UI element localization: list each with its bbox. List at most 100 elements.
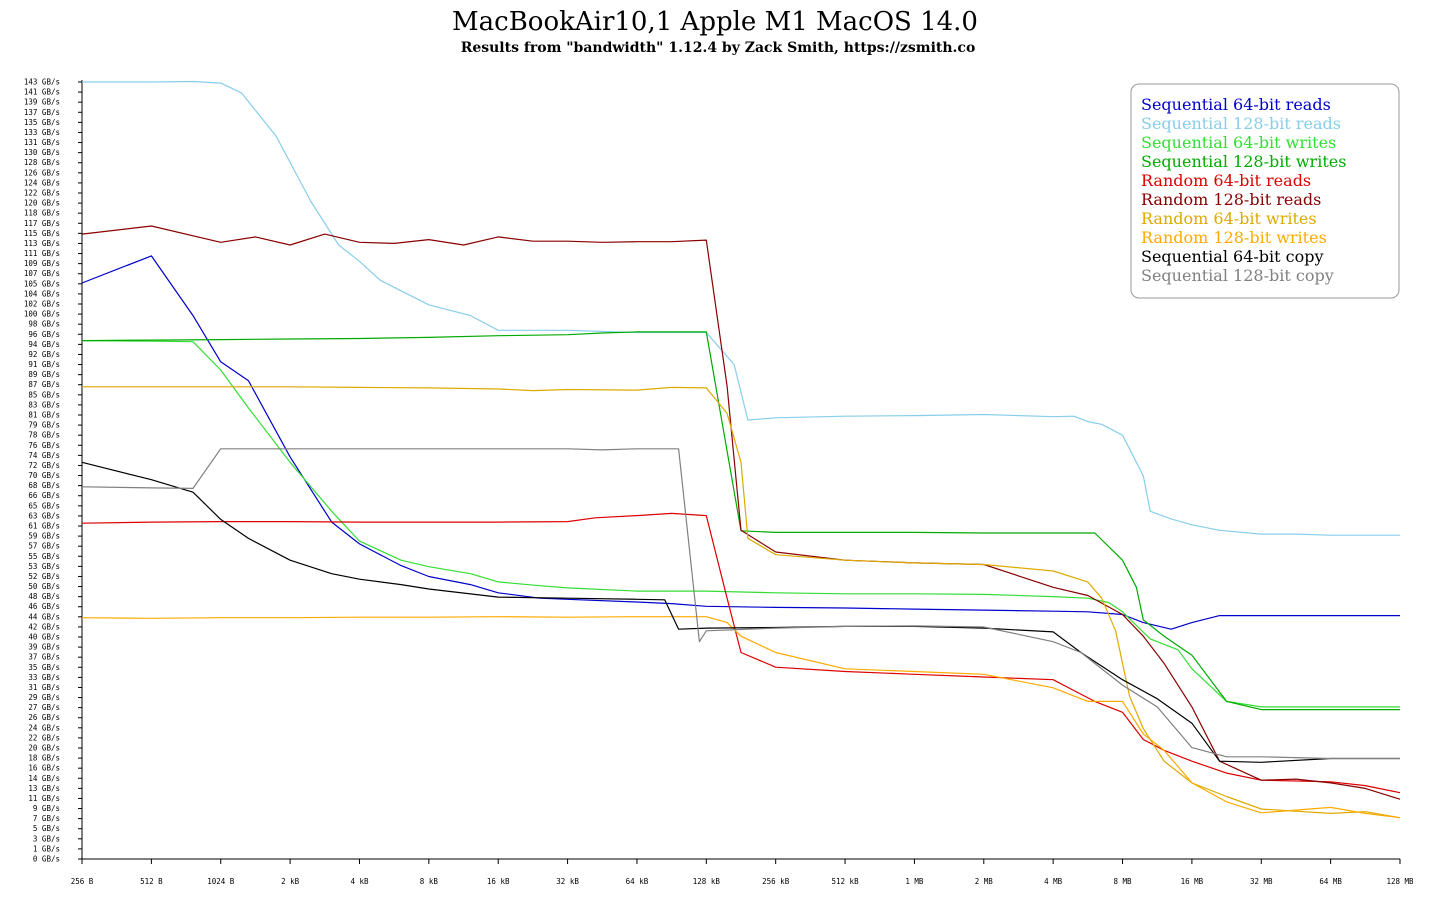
x-tick-label: 2 MB (975, 877, 994, 886)
x-tick-label: 32 kB (556, 877, 579, 886)
y-tick-label: 48 GB/s (28, 592, 60, 601)
y-tick-label: 102 GB/s (24, 300, 60, 309)
y-tick-label: 143 GB/s (24, 78, 60, 87)
y-tick-label: 113 GB/s (24, 239, 60, 248)
x-tick-label: 64 kB (626, 877, 649, 886)
y-tick-label: 40 GB/s (28, 633, 60, 642)
series-line-sequential-128-bit-copy (81, 448, 1400, 760)
y-tick-label: 20 GB/s (28, 744, 60, 753)
y-tick-label: 27 GB/s (28, 703, 60, 712)
y-tick-label: 14 GB/s (28, 774, 60, 783)
y-tick-label: 44 GB/s (28, 612, 60, 621)
y-tick-label: 50 GB/s (28, 582, 60, 591)
legend-entry-sequential-64-bit-copy: Sequential 64-bit copy (1141, 247, 1324, 266)
x-tick-label: 256 kB (762, 877, 790, 886)
y-tick-label: 91 GB/s (28, 360, 60, 369)
y-tick-label: 74 GB/s (28, 451, 60, 460)
y-tick-label: 16 GB/s (28, 764, 60, 773)
y-tick-label: 42 GB/s (28, 622, 60, 631)
y-tick-label: 26 GB/s (28, 713, 60, 722)
y-tick-label: 117 GB/s (24, 219, 60, 228)
y-tick-label: 46 GB/s (28, 602, 60, 611)
y-tick-label: 57 GB/s (28, 542, 60, 551)
legend-entry-random-64-bit-reads: Random 64-bit reads (1141, 171, 1311, 190)
y-tick-label: 126 GB/s (24, 168, 60, 177)
y-tick-label: 76 GB/s (28, 441, 60, 450)
y-tick-label: 3 GB/s (33, 834, 60, 843)
y-tick-label: 39 GB/s (28, 643, 60, 652)
y-tick-label: 61 GB/s (28, 522, 60, 531)
x-tick-label: 2 kB (281, 877, 300, 886)
legend-entry-random-128-bit-reads: Random 128-bit reads (1141, 190, 1321, 209)
series-line-sequential-64-bit-reads (81, 255, 1400, 630)
legend-entry-sequential-128-bit-writes: Sequential 128-bit writes (1141, 152, 1346, 171)
chart-title: MacBookAir10,1 Apple M1 MacOS 14.0 (452, 7, 978, 37)
x-tick-label: 4 kB (350, 877, 369, 886)
x-tick-label: 4 MB (1044, 877, 1063, 886)
y-tick-label: 79 GB/s (28, 421, 60, 430)
y-tick-label: 78 GB/s (28, 431, 60, 440)
y-tick-label: 122 GB/s (24, 189, 60, 198)
x-tick-label: 256 B (71, 877, 94, 886)
y-tick-label: 85 GB/s (28, 390, 60, 399)
series-line-random-64-bit-reads (81, 512, 1401, 794)
y-tick-label: 72 GB/s (28, 461, 60, 470)
x-axis-ticks: 256 B 512 B 1024 B 2 kB 4 kB 8 kB 16 kB 32 kB 64… (71, 859, 1414, 886)
y-tick-label: 96 GB/s (28, 330, 60, 339)
x-tick-label: 64 MB (1319, 877, 1342, 886)
y-tick-label: 111 GB/s (24, 249, 60, 258)
y-tick-label: 98 GB/s (28, 320, 60, 329)
x-tick-label: 8 kB (420, 877, 439, 886)
x-tick-label: 128 MB (1386, 877, 1414, 886)
y-tick-label: 1 GB/s (33, 844, 60, 853)
x-tick-label: 8 MB (1113, 877, 1132, 886)
y-tick-label: 37 GB/s (28, 653, 60, 662)
legend-entry-sequential-64-bit-writes: Sequential 64-bit writes (1141, 133, 1336, 152)
y-tick-label: 104 GB/s (24, 289, 60, 298)
y-tick-label: 130 GB/s (24, 148, 60, 157)
y-tick-label: 22 GB/s (28, 733, 60, 742)
y-tick-label: 9 GB/s (33, 804, 60, 813)
y-tick-label: 133 GB/s (24, 128, 60, 137)
y-tick-label: 128 GB/s (24, 158, 60, 167)
y-tick-label: 139 GB/s (24, 98, 60, 107)
legend-box (1130, 83, 1400, 299)
y-tick-label: 115 GB/s (24, 229, 60, 238)
y-tick-label: 105 GB/s (24, 279, 60, 288)
series-line-random-128-bit-writes (81, 616, 1401, 819)
x-tick-label: 1 MB (905, 877, 924, 886)
y-tick-label: 135 GB/s (24, 118, 60, 127)
series-line-random-64-bit-writes (82, 386, 1401, 819)
y-tick-label: 65 GB/s (28, 501, 60, 510)
y-tick-label: 100 GB/s (24, 310, 60, 319)
y-tick-label: 92 GB/s (28, 350, 60, 359)
y-tick-label: 68 GB/s (28, 481, 60, 490)
y-tick-label: 33 GB/s (28, 673, 60, 682)
chart-subtitle: Results from "bandwidth" 1.12.4 by Zack … (461, 40, 976, 56)
y-tick-label: 5 GB/s (33, 824, 60, 833)
x-tick-label: 512 B (140, 877, 163, 886)
y-tick-label: 120 GB/s (24, 199, 60, 208)
x-tick-label: 512 kB (832, 877, 860, 886)
series-line-sequential-64-bit-copy (81, 461, 1400, 763)
y-tick-label: 89 GB/s (28, 370, 60, 379)
y-tick-label: 66 GB/s (28, 491, 60, 500)
y-tick-label: 87 GB/s (28, 380, 60, 389)
y-tick-label: 7 GB/s (33, 814, 60, 823)
y-tick-label: 24 GB/s (28, 723, 60, 732)
y-tick-label: 18 GB/s (28, 754, 60, 763)
legend-entry-random-64-bit-writes: Random 64-bit writes (1141, 209, 1317, 228)
y-tick-label: 31 GB/s (28, 683, 60, 692)
y-tick-label: 118 GB/s (24, 209, 60, 218)
y-tick-label: 13 GB/s (28, 784, 60, 793)
y-tick-label: 70 GB/s (28, 471, 60, 480)
legend-entry-random-128-bit-writes: Random 128-bit writes (1141, 228, 1327, 247)
x-tick-label: 16 MB (1181, 877, 1204, 886)
series-line-sequential-128-bit-reads (82, 80, 1400, 536)
y-tick-label: 107 GB/s (24, 269, 60, 278)
y-tick-label: 141 GB/s (24, 88, 60, 97)
y-tick-label: 35 GB/s (28, 663, 60, 672)
y-tick-label: 81 GB/s (28, 411, 60, 420)
